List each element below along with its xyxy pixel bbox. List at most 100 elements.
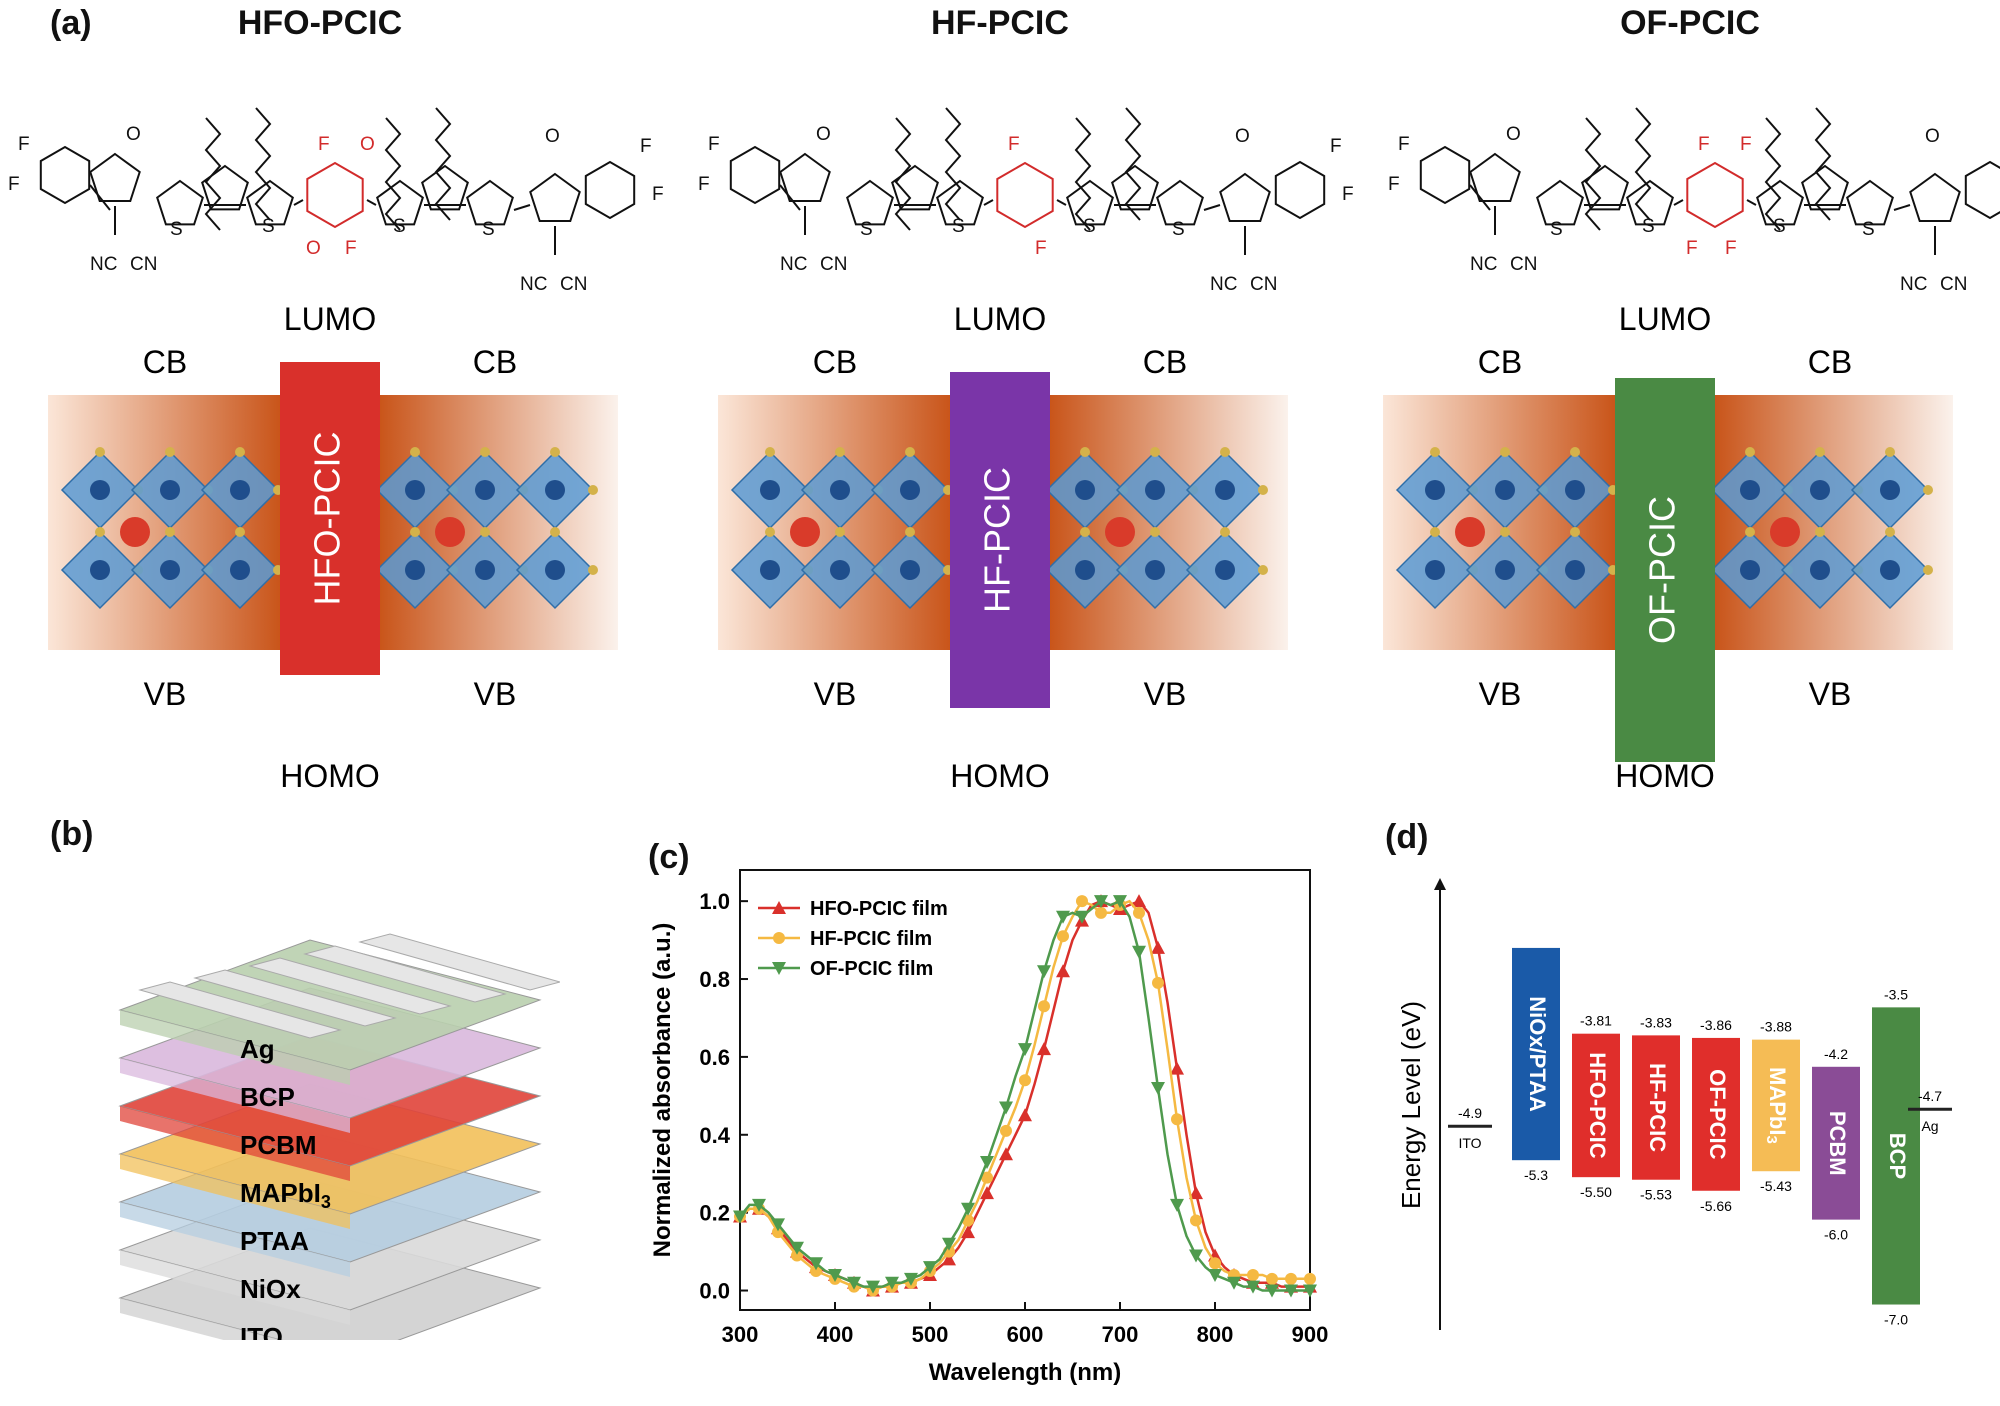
alkyl-chain-2 (254, 107, 272, 221)
indanone-benzene-right (584, 160, 636, 220)
x-tick-label: 300 (722, 1322, 759, 1347)
a-site-cation (790, 517, 820, 547)
panel-label-a: (a) (50, 4, 92, 42)
acceptor-bar (1615, 378, 1715, 762)
x-site-atom (835, 527, 845, 537)
level-bar-label: OF-PCIC (1705, 1069, 1730, 1160)
x-site-atom (550, 447, 560, 457)
thiophene-3 (1756, 179, 1804, 226)
level-bar (1812, 1066, 1860, 1220)
core-benzene (996, 161, 1054, 229)
level-bar (1632, 1035, 1680, 1180)
atom-nc-left: NC (90, 254, 117, 275)
x-site-atom (1500, 527, 1510, 537)
x-site-atom (1745, 527, 1755, 537)
layer-side-face (120, 1010, 350, 1085)
perovskite-crystal-2 (1045, 447, 1268, 610)
b-site-atom (1810, 480, 1830, 500)
b-site-atom (760, 560, 780, 580)
x-site-atom (1815, 527, 1825, 537)
x-site-atom (1923, 485, 1933, 495)
thiophene-3 (1066, 179, 1114, 226)
cb-label-left: CB (1478, 344, 1522, 380)
cyclopenta-ring-right (1111, 164, 1159, 211)
vb-label-right: VB (1144, 676, 1187, 712)
ag-electrode-finger (248, 957, 452, 1015)
thiophene-1 (846, 179, 894, 226)
level-value: -4.7 (1918, 1088, 1942, 1104)
thiophene-1 (156, 179, 204, 226)
cb-label-right: CB (473, 344, 517, 380)
b-site-atom (1145, 560, 1165, 580)
atom-nc-right: NC (1210, 274, 1237, 295)
data-point (1132, 945, 1146, 959)
homo-label: HOMO (950, 758, 1050, 794)
layer-side-face (120, 1202, 350, 1277)
cb-label-right: CB (1808, 344, 1852, 380)
atom-o-left: O (816, 124, 831, 145)
x-site-atom (165, 527, 175, 537)
core-substituent-1: F (318, 134, 330, 155)
atom-f-right-1: F (640, 136, 652, 157)
atom-o-right: O (545, 126, 560, 147)
atom-s-3: S (393, 216, 406, 237)
b-site-atom (900, 560, 920, 580)
x-site-atom (765, 527, 775, 537)
x-tick-label: 700 (1102, 1322, 1139, 1347)
alkyl-chain-3 (1074, 117, 1092, 231)
acceptor-bar (280, 362, 380, 675)
x-site-atom (480, 527, 490, 537)
thiophene-4 (466, 179, 514, 226)
data-point (980, 1186, 994, 1200)
atom-s-1: S (860, 219, 873, 240)
level-bar (1692, 1037, 1740, 1191)
x-site-atom (588, 485, 598, 495)
level-name: ITO (1458, 1135, 1481, 1151)
level-bottom-value: -5.3 (1524, 1167, 1548, 1183)
data-point (1132, 894, 1146, 908)
energy-alignment-schemes: HFO-PCIC LUMO HOMO CB CB VB VB HF-PCIC LUMO HOMO C… (48, 301, 1953, 794)
data-point (809, 1257, 823, 1271)
data-point (1057, 930, 1069, 943)
x-site-atom (1815, 447, 1825, 457)
x-site-atom (1745, 447, 1755, 457)
b-site-atom (1495, 560, 1515, 580)
data-point (1018, 1108, 1032, 1122)
x-tick-label: 600 (1007, 1322, 1044, 1347)
y-tick-label: 0.0 (699, 1279, 730, 1304)
data-point (1152, 976, 1164, 989)
atom-f-left-2: F (8, 174, 20, 195)
x-site-atom (235, 527, 245, 537)
atom-s-1: S (170, 219, 183, 240)
perovskite-crystal-1 (1395, 447, 1618, 610)
x-site-atom (1430, 447, 1440, 457)
data-point (1094, 895, 1108, 909)
homo-label: HOMO (1615, 758, 1715, 794)
data-point (1303, 1284, 1317, 1298)
x-site-atom (1500, 447, 1510, 457)
atom-o-left: O (126, 124, 141, 145)
series-3: OF-PCIC film (733, 895, 1317, 1298)
alkyl-chain-2 (944, 107, 962, 221)
level-bar-label: MAPbI3 (1763, 1067, 1790, 1144)
level-nioxptaa: -5.3 NiOx/PTAA (1512, 947, 1560, 1183)
a-site-cation (1770, 517, 1800, 547)
x-site-atom (1923, 565, 1933, 575)
legend-label: HFO-PCIC film (810, 898, 948, 920)
data-point (904, 1272, 918, 1286)
level-bottom-value: -5.50 (1580, 1184, 1612, 1200)
vb-label-left: VB (814, 676, 857, 712)
cyclopenta-ring-left (1581, 164, 1629, 211)
atom-o-right: O (1925, 126, 1940, 147)
data-point (1208, 1268, 1222, 1282)
perovskite-crystal-1 (730, 447, 953, 610)
level-bottom-value: -5.66 (1700, 1198, 1732, 1214)
backbone-bonds (89, 184, 556, 255)
data-point (828, 1268, 842, 1282)
level-top-value: -4.2 (1824, 1046, 1848, 1062)
core-substituent-3: F (1740, 134, 1752, 155)
indanone-benzene-right (1964, 160, 2000, 220)
x-site-atom (165, 447, 175, 457)
alkyl-chain-3 (384, 117, 402, 231)
atom-f-left-1: F (708, 134, 720, 155)
